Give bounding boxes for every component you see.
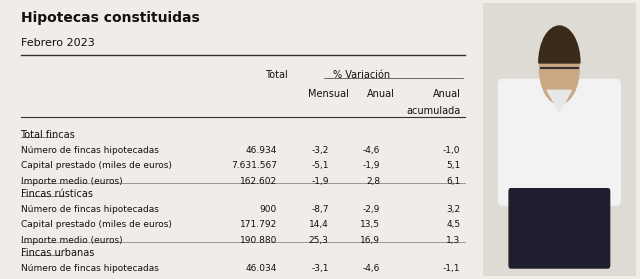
Text: Número de fincas hipotecadas: Número de fincas hipotecadas <box>20 264 158 273</box>
Text: Importe medio (euros): Importe medio (euros) <box>20 177 122 186</box>
Circle shape <box>540 33 579 104</box>
Text: 46.934: 46.934 <box>246 146 277 155</box>
Text: -1,1: -1,1 <box>443 264 460 273</box>
Wedge shape <box>539 26 580 63</box>
Text: Mensual: Mensual <box>308 89 349 99</box>
Text: -3,2: -3,2 <box>311 146 328 155</box>
Text: 1,3: 1,3 <box>446 236 460 245</box>
Text: Capital prestado (miles de euros): Capital prestado (miles de euros) <box>20 161 172 170</box>
Text: 6,1: 6,1 <box>446 177 460 186</box>
FancyBboxPatch shape <box>499 79 620 205</box>
Text: Anual: Anual <box>433 89 460 99</box>
Text: 190.880: 190.880 <box>239 236 277 245</box>
Text: -4,6: -4,6 <box>363 146 380 155</box>
Text: Capital prestado (miles de euros): Capital prestado (miles de euros) <box>20 220 172 229</box>
Text: Total: Total <box>266 70 288 80</box>
Text: Número de fincas hipotecadas: Número de fincas hipotecadas <box>20 146 158 155</box>
Text: Importe medio (euros): Importe medio (euros) <box>20 236 122 245</box>
Text: Total fincas: Total fincas <box>20 130 76 140</box>
Text: -3,1: -3,1 <box>311 264 328 273</box>
Text: 46.034: 46.034 <box>246 264 277 273</box>
Text: -8,7: -8,7 <box>311 205 328 214</box>
Text: Febrero 2023: Febrero 2023 <box>20 38 94 48</box>
Text: 900: 900 <box>260 205 277 214</box>
Text: Hipotecas constituidas: Hipotecas constituidas <box>20 11 199 25</box>
Text: -1,9: -1,9 <box>311 177 328 186</box>
Text: 13,5: 13,5 <box>360 220 380 229</box>
Text: Anual: Anual <box>367 89 394 99</box>
Text: -5,1: -5,1 <box>311 161 328 170</box>
Text: 162.602: 162.602 <box>240 177 277 186</box>
Text: 7.631.567: 7.631.567 <box>231 161 277 170</box>
Text: -2,9: -2,9 <box>363 205 380 214</box>
FancyBboxPatch shape <box>509 189 610 268</box>
Text: 16,9: 16,9 <box>360 236 380 245</box>
Text: Fincas rústicas: Fincas rústicas <box>20 189 93 199</box>
Text: -1,9: -1,9 <box>363 161 380 170</box>
Text: Fincas urbanas: Fincas urbanas <box>20 248 94 258</box>
Text: 2,8: 2,8 <box>366 177 380 186</box>
Text: 4,5: 4,5 <box>446 220 460 229</box>
Text: 14,4: 14,4 <box>309 220 328 229</box>
Polygon shape <box>547 90 572 112</box>
Text: 25,3: 25,3 <box>308 236 328 245</box>
Text: acumulada: acumulada <box>406 105 460 116</box>
Text: Número de fincas hipotecadas: Número de fincas hipotecadas <box>20 205 158 214</box>
Text: 171.792: 171.792 <box>239 220 277 229</box>
Text: % Variación: % Variación <box>333 70 390 80</box>
Text: -4,6: -4,6 <box>363 264 380 273</box>
Text: 3,2: 3,2 <box>446 205 460 214</box>
Text: -1,0: -1,0 <box>443 146 460 155</box>
Text: 5,1: 5,1 <box>446 161 460 170</box>
